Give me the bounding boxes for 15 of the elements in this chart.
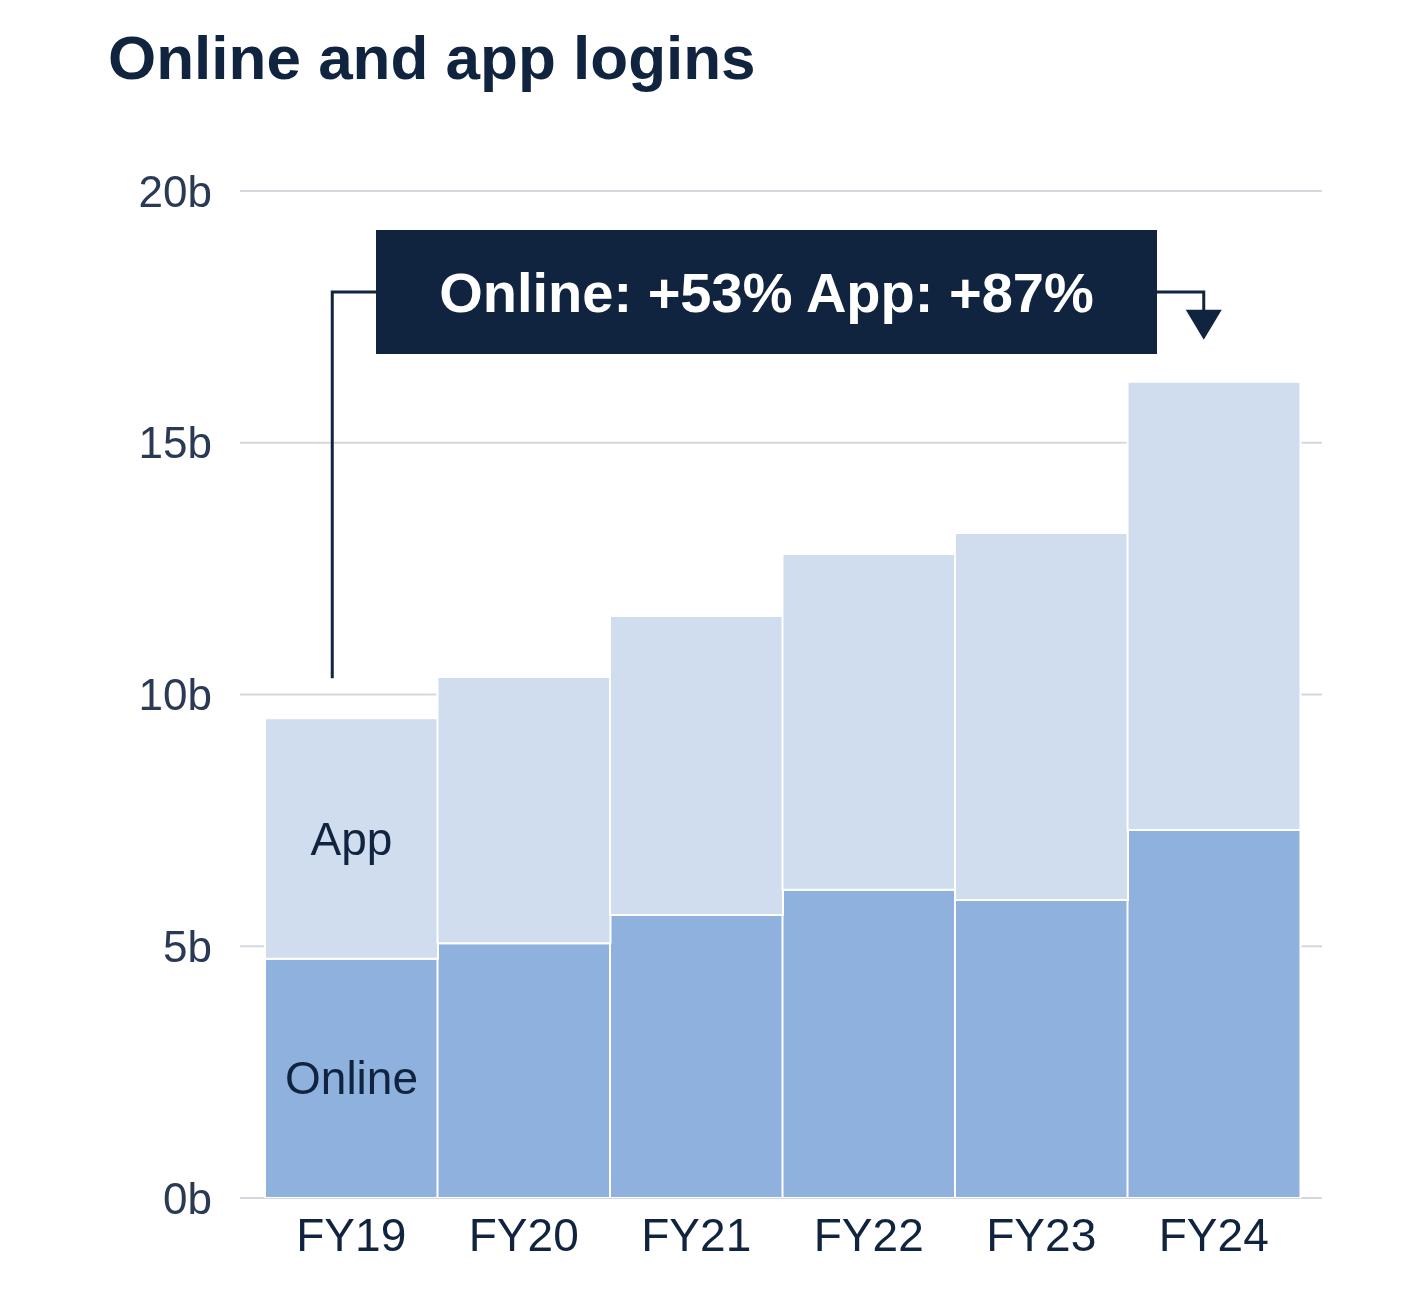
x-tick-label: FY20 xyxy=(468,1208,579,1261)
x-tick-label: FY23 xyxy=(986,1208,1097,1261)
y-tick-label: 20b xyxy=(138,166,212,216)
y-tick-label: 0b xyxy=(163,1173,212,1223)
x-tick-label: FY22 xyxy=(813,1208,924,1261)
series-label: App xyxy=(310,812,393,865)
x-tick-label: FY19 xyxy=(296,1208,407,1261)
annotation: Online: +53% App: +87% xyxy=(439,259,1094,325)
x-tick-label: FY24 xyxy=(1158,1208,1269,1261)
y-tick-label: 15b xyxy=(138,418,212,468)
x-tick-label: FY21 xyxy=(641,1208,752,1261)
series-label: Online xyxy=(285,1052,418,1105)
y-tick-label: 5b xyxy=(163,921,212,971)
chart-title: Online and app logins xyxy=(108,22,756,93)
y-tick-label: 10b xyxy=(138,670,212,720)
